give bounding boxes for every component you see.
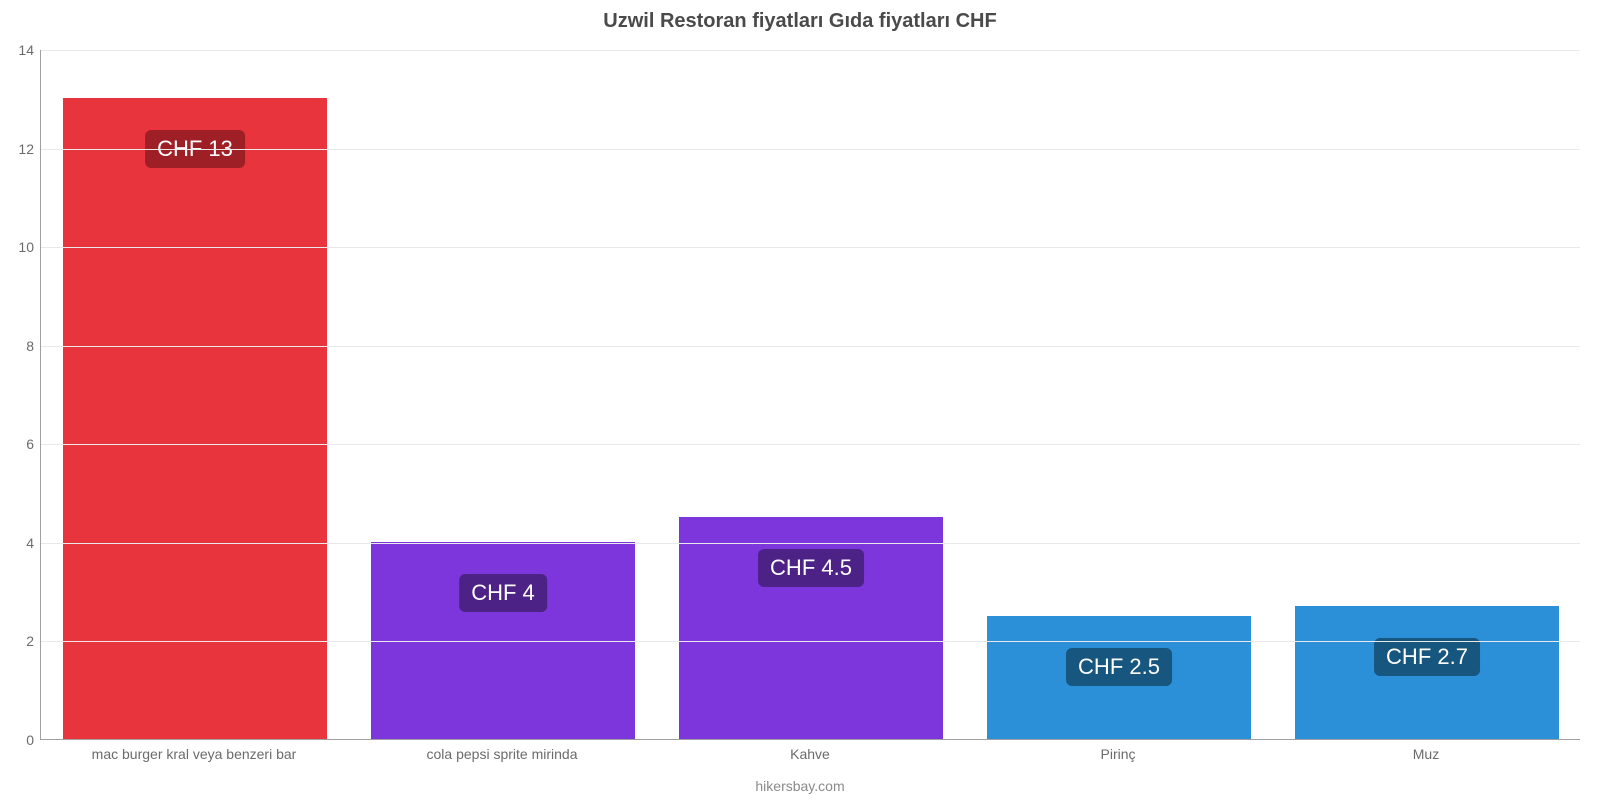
y-tick-label: 14 <box>4 42 34 58</box>
x-tick-label: Pirinç <box>1100 746 1135 762</box>
x-tick-label: Muz <box>1413 746 1439 762</box>
value-badge: CHF 4.5 <box>758 549 864 587</box>
price-bar-chart: Uzwil Restoran fiyatları Gıda fiyatları … <box>0 0 1600 800</box>
bars-layer: CHF 13CHF 4CHF 4.5CHF 2.5CHF 2.7 <box>41 50 1580 739</box>
chart-title: Uzwil Restoran fiyatları Gıda fiyatları … <box>0 10 1600 33</box>
chart-footer: hikersbay.com <box>0 778 1600 794</box>
gridline <box>41 247 1580 248</box>
bar <box>371 542 636 739</box>
y-tick-label: 0 <box>4 732 34 748</box>
gridline <box>41 641 1580 642</box>
x-tick-label: cola pepsi sprite mirinda <box>427 746 578 762</box>
y-tick-label: 2 <box>4 633 34 649</box>
gridline <box>41 346 1580 347</box>
value-badge: CHF 4 <box>459 574 547 612</box>
y-tick-label: 12 <box>4 141 34 157</box>
y-tick-label: 10 <box>4 239 34 255</box>
gridline <box>41 543 1580 544</box>
x-tick-label: Kahve <box>790 746 830 762</box>
plot-area: CHF 13CHF 4CHF 4.5CHF 2.5CHF 2.7 <box>40 50 1580 740</box>
bar <box>63 98 328 739</box>
y-tick-label: 8 <box>4 338 34 354</box>
x-tick-label: mac burger kral veya benzeri bar <box>92 746 297 762</box>
gridline <box>41 149 1580 150</box>
y-tick-label: 6 <box>4 436 34 452</box>
gridline <box>41 50 1580 51</box>
gridline <box>41 444 1580 445</box>
value-badge: CHF 2.5 <box>1066 648 1172 686</box>
value-badge: CHF 2.7 <box>1374 638 1480 676</box>
y-tick-label: 4 <box>4 535 34 551</box>
